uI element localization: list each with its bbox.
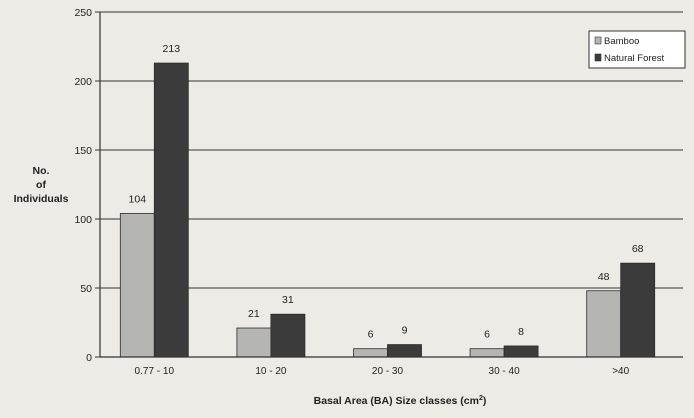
data-label-natural-forest: 213	[163, 43, 181, 55]
data-label-bamboo: 6	[484, 329, 490, 341]
bar-natural-forest	[620, 262, 656, 358]
legend-swatch-natural-forest	[594, 53, 602, 62]
data-label-bamboo: 48	[598, 271, 610, 283]
data-label-natural-forest: 31	[282, 294, 294, 306]
gridlines	[100, 11, 683, 289]
ylabel-line-3: Individuals	[14, 193, 69, 205]
y-tick-label: 100	[74, 214, 92, 226]
bars	[119, 62, 656, 358]
x-tick-label: 30 - 40	[489, 366, 521, 377]
xlabel-main: Basal Area (BA) Size classes (cm	[314, 395, 479, 407]
y-tick-label: 250	[74, 7, 92, 19]
data-label-bamboo: 6	[368, 329, 374, 341]
x-tick-label: 0.77 - 10	[135, 366, 175, 377]
x-tick-label: 20 - 30	[372, 366, 404, 377]
x-axis-ticks: 0.77 - 10 10 - 20 20 - 30 30 - 40 >40	[135, 366, 630, 377]
legend-label-natural-forest: Natural Forest	[604, 53, 665, 64]
x-axis-title: Basal Area (BA) Size classes (cm2)	[314, 395, 487, 407]
x-tick-label: 10 - 20	[255, 366, 287, 377]
data-label-bamboo: 104	[129, 193, 147, 205]
x-tick-label: >40	[612, 366, 629, 377]
bar-bamboo	[119, 213, 155, 358]
data-label-natural-forest: 68	[632, 243, 644, 255]
ylabel-line-1: No.	[33, 165, 50, 177]
data-label-bamboo: 21	[248, 308, 260, 320]
bar-bamboo	[236, 327, 272, 358]
data-label-natural-forest: 8	[518, 326, 524, 338]
bar-natural-forest	[153, 62, 189, 358]
data-label-natural-forest: 9	[402, 325, 408, 337]
y-tick-label: 200	[74, 76, 92, 88]
bar-bamboo	[469, 348, 505, 358]
bar-natural-forest	[503, 345, 539, 358]
xlabel-tail: )	[483, 395, 487, 407]
y-tick-label: 0	[86, 352, 92, 364]
y-axis-title: No. of Individuals	[14, 165, 69, 205]
legend-box	[588, 30, 686, 69]
y-tick-label: 150	[74, 145, 92, 157]
y-tick-label: 50	[80, 283, 92, 295]
bar-natural-forest	[387, 344, 422, 358]
bar-natural-forest	[270, 313, 306, 358]
bar-bamboo	[353, 348, 388, 358]
legend: Bamboo Natural Forest	[588, 30, 686, 69]
legend-swatch-bamboo	[594, 36, 602, 45]
xlabel-superscript: 2	[479, 395, 483, 402]
ylabel-line-2: of	[36, 179, 46, 191]
bar-bamboo	[586, 290, 622, 358]
y-axis-ticks: 0 50 100 150 200 250	[74, 7, 100, 364]
legend-label-bamboo: Bamboo	[604, 36, 639, 47]
